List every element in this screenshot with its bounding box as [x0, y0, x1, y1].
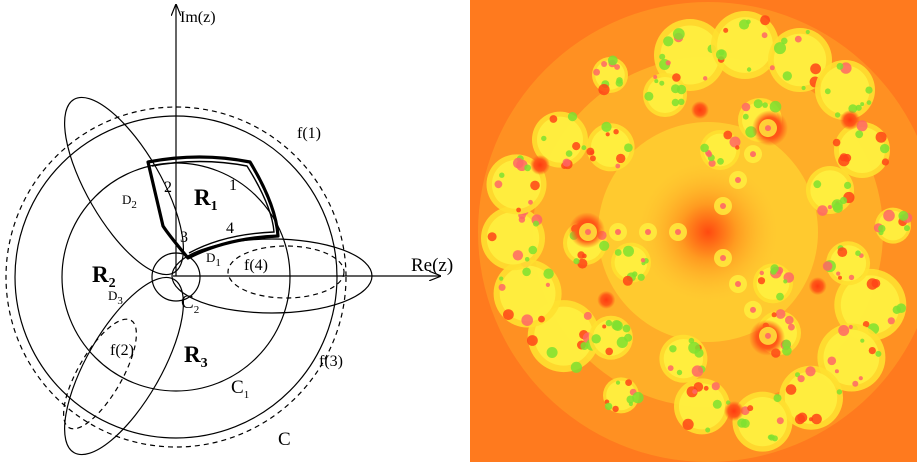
label-disc-d1: D1	[206, 250, 221, 269]
diagram-labels: Im(z) Re(z) f(1) f(2) f(3) f(4) C C1 C2 …	[92, 9, 453, 450]
label-disc-d2: D2	[122, 192, 137, 211]
fractal-set	[481, 11, 913, 452]
label-circle-c: C	[278, 429, 291, 450]
region-r1-boundary	[146, 155, 280, 260]
label-circle-c2: C2	[181, 292, 199, 316]
image-f4-ellipse	[227, 245, 345, 299]
label-circle-c1: C1	[231, 377, 249, 401]
disc-d3	[64, 276, 184, 456]
label-disc-d3: D3	[108, 288, 123, 307]
dashed-image-circle	[5, 106, 347, 448]
label-region-r3: R3	[184, 342, 208, 371]
label-f4: f(4)	[244, 257, 268, 274]
boundary-label-1: 1	[229, 177, 237, 194]
label-f1: f(1)	[297, 125, 321, 142]
label-f3: f(3)	[319, 353, 343, 370]
boundary-label-2: 2	[164, 179, 172, 196]
region-diagram	[5, 5, 440, 456]
label-region-r1: R1	[194, 185, 218, 214]
image-f2-ellipse	[63, 318, 137, 430]
real-axis-label: Re(z)	[411, 255, 453, 276]
label-f2: f(2)	[110, 342, 134, 359]
imag-axis-label: Im(z)	[180, 9, 216, 26]
boundary-label-3: 3	[180, 229, 188, 246]
label-region-r2: R2	[92, 262, 116, 291]
circle-c2	[151, 252, 201, 302]
boundary-label-4: 4	[226, 220, 234, 237]
disc-d1	[171, 238, 373, 314]
region-r1-boundary-inner	[151, 160, 275, 254]
circle-c	[14, 115, 338, 439]
fractal-panel	[470, 0, 917, 462]
